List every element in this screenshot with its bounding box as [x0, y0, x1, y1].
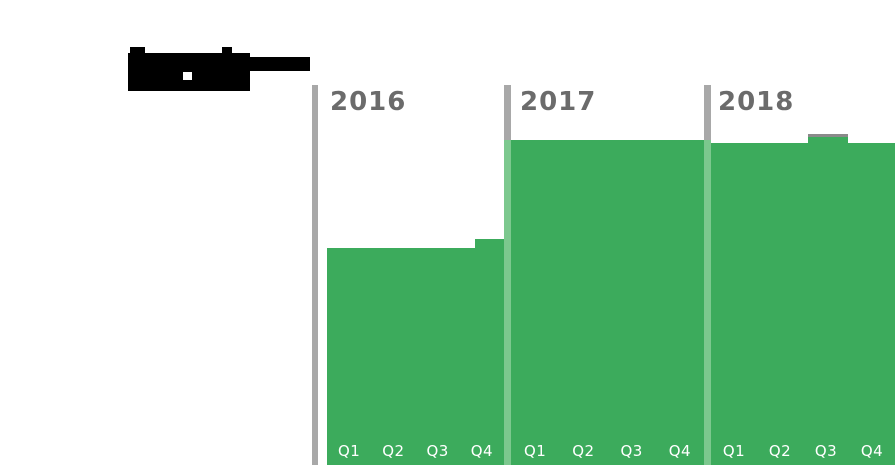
year-label: 2016 — [330, 87, 407, 117]
year-label: 2018 — [718, 87, 795, 117]
quarter-label: Q2 — [768, 442, 792, 460]
area-fill-segment — [511, 140, 704, 465]
highlight-cap — [808, 134, 848, 137]
area-fill-segment — [327, 248, 475, 465]
logo-ascender-shape — [130, 47, 145, 55]
quarter-label: Q1 — [722, 442, 746, 460]
quarter-label: Q3 — [814, 442, 838, 460]
quarter-label: Q2 — [572, 442, 595, 460]
section-divider — [504, 85, 511, 140]
quarter-labels-row: Q1 Q2 Q3 Q4 — [327, 437, 504, 465]
section-divider — [312, 85, 318, 465]
quarter-label: Q1 — [523, 442, 547, 460]
area-fill-segment — [711, 143, 808, 465]
section-divider — [704, 85, 711, 140]
logo-counter-shape — [183, 72, 192, 80]
logo-ascender-shape — [222, 47, 232, 55]
quarter-label: Q4 — [470, 442, 494, 460]
quarter-label: Q1 — [337, 442, 361, 460]
section-divider-overlay — [704, 140, 711, 465]
quarter-label: Q4 — [668, 442, 692, 460]
quarter-label: Q3 — [620, 442, 643, 460]
area-fill-segment — [475, 239, 504, 465]
year-label: 2017 — [520, 87, 597, 117]
quarter-label: Q2 — [382, 442, 405, 460]
logo-dash-shape — [250, 57, 310, 71]
quarter-label: Q4 — [860, 442, 884, 460]
area-fill-segment — [808, 137, 848, 465]
section-divider-overlay — [504, 140, 511, 465]
quarter-labels-row: Q1 Q2 Q3 Q4 — [511, 437, 704, 465]
quarter-label: Q3 — [426, 442, 449, 460]
quarter-labels-row: Q1 Q2 Q3 Q4 — [711, 437, 895, 465]
area-fill-segment — [848, 143, 895, 465]
